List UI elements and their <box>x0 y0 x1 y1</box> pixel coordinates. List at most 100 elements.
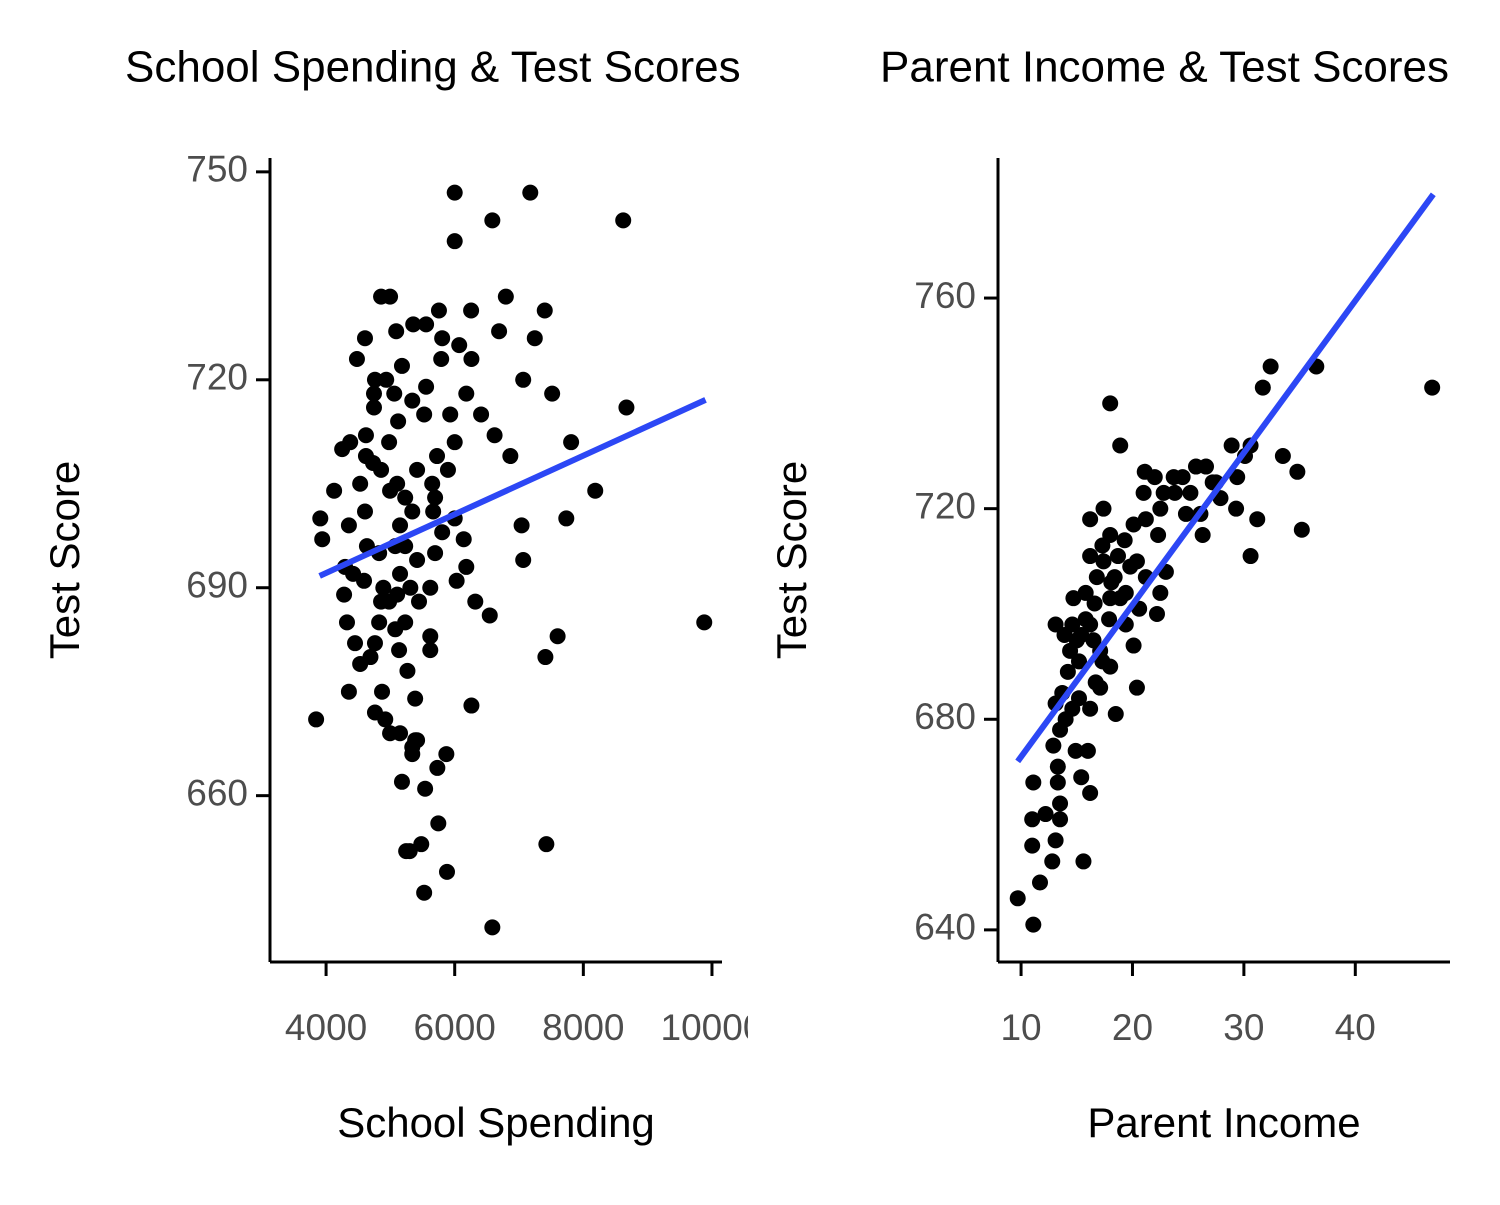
fit-line <box>318 397 707 579</box>
point <box>342 434 359 451</box>
point <box>446 184 463 201</box>
point <box>1177 505 1194 522</box>
point <box>446 233 463 250</box>
point <box>1070 690 1087 707</box>
point <box>455 531 472 548</box>
point <box>356 572 373 589</box>
point <box>340 683 357 700</box>
point <box>484 919 501 936</box>
point <box>366 371 383 388</box>
point <box>416 406 433 423</box>
point <box>1073 769 1090 786</box>
point <box>1047 832 1064 849</box>
x-axis-title: School Spending <box>337 1099 655 1146</box>
point <box>416 884 433 901</box>
y-axis-title: Test Score <box>41 461 88 659</box>
y-tick-label: 660 <box>186 772 248 813</box>
y-tick-label: 720 <box>186 357 248 398</box>
point <box>1052 795 1069 812</box>
point <box>1223 437 1240 454</box>
point <box>481 607 498 624</box>
point <box>473 406 490 423</box>
point <box>1049 774 1066 791</box>
point <box>463 697 480 714</box>
point <box>1128 679 1145 696</box>
point <box>544 385 561 402</box>
point <box>430 815 447 832</box>
point <box>526 330 543 347</box>
point <box>1135 484 1152 501</box>
point <box>1155 484 1172 501</box>
x-tick-label: 10000 <box>661 1007 764 1048</box>
point <box>549 628 566 645</box>
point <box>1262 358 1279 375</box>
point <box>1254 379 1271 396</box>
point <box>1086 595 1103 612</box>
point <box>1049 758 1066 775</box>
point <box>375 579 392 596</box>
point <box>409 552 426 568</box>
x-tick-label: 40 <box>1335 1007 1376 1048</box>
point <box>389 475 406 492</box>
point <box>537 649 554 666</box>
point <box>1289 463 1306 480</box>
point <box>1274 448 1291 465</box>
point <box>1165 469 1182 486</box>
point <box>402 579 419 596</box>
point <box>1117 584 1134 601</box>
point <box>484 212 501 229</box>
point <box>1137 511 1154 528</box>
point <box>422 642 439 659</box>
point <box>1102 590 1119 607</box>
point <box>357 427 374 444</box>
point <box>434 330 451 347</box>
point <box>382 288 399 305</box>
point <box>430 302 447 319</box>
point <box>393 357 410 374</box>
point <box>1103 574 1120 591</box>
point <box>515 371 532 388</box>
point <box>538 836 555 853</box>
point <box>1065 590 1082 607</box>
point <box>347 635 364 652</box>
point <box>463 302 480 319</box>
point <box>1148 605 1165 622</box>
point <box>1082 616 1099 633</box>
point <box>418 378 435 395</box>
point <box>429 759 446 776</box>
point <box>497 288 514 305</box>
point <box>340 517 357 534</box>
point <box>1424 379 1441 396</box>
point <box>378 371 395 388</box>
point <box>1024 811 1041 828</box>
point <box>356 503 373 520</box>
point <box>404 503 421 520</box>
point <box>312 510 329 527</box>
point <box>371 614 388 631</box>
fit-line <box>1015 192 1436 764</box>
y-tick-label: 750 <box>186 149 248 190</box>
y-tick-label: 680 <box>914 696 976 737</box>
point <box>427 489 444 506</box>
point <box>438 746 455 763</box>
point <box>433 351 450 367</box>
point <box>1198 458 1215 475</box>
point <box>458 558 475 575</box>
x-tick-label: 10 <box>1000 1007 1041 1048</box>
point <box>1044 853 1061 870</box>
point <box>1075 853 1092 870</box>
point <box>1229 469 1246 486</box>
x-tick-label: 30 <box>1223 1007 1264 1048</box>
point <box>522 184 539 201</box>
point <box>397 614 414 631</box>
point <box>405 316 422 333</box>
point <box>366 635 383 652</box>
point <box>1070 653 1087 670</box>
point <box>390 413 407 430</box>
point <box>502 448 519 465</box>
point <box>392 517 409 534</box>
x-tick-label: 4000 <box>285 1007 367 1048</box>
point <box>1088 569 1105 586</box>
